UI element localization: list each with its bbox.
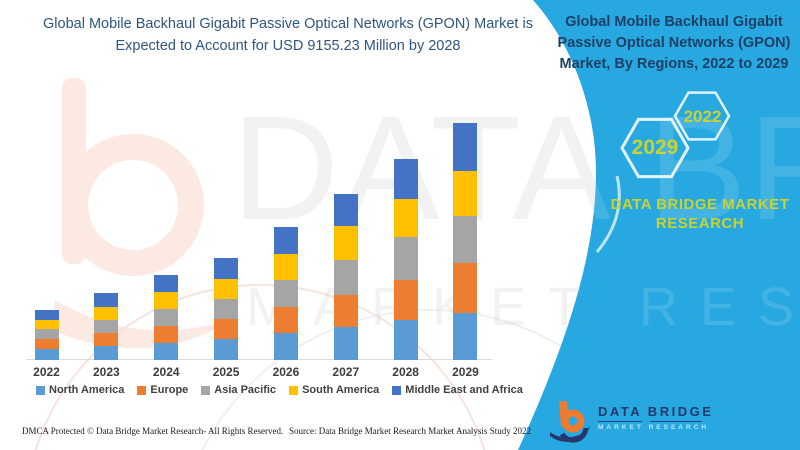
bar-segment-middle-east-and-africa	[333, 194, 358, 226]
x-tick-label-2029: 2029	[452, 365, 479, 379]
legend-item-north-america: North America	[36, 384, 124, 396]
headline-right-line1: Global Mobile Backhaul Gigabit	[565, 14, 783, 30]
bar-segment-asia-pacific	[94, 320, 119, 333]
bar-segment-north-america	[94, 346, 119, 360]
bar-segment-europe	[273, 307, 298, 333]
bar-2024	[154, 275, 179, 360]
dmca-notice: DMCA Protected © Data Bridge Market Rese…	[22, 426, 284, 436]
bar-segment-south-america	[34, 320, 59, 329]
brand-logo: DATA BRIDGE MARKET RESEARCH	[546, 396, 713, 444]
bar-segment-europe	[393, 280, 418, 320]
legend-label-north-america: North America	[49, 384, 125, 396]
bar-segment-asia-pacific	[34, 329, 59, 339]
bar-segment-middle-east-and-africa	[214, 258, 239, 279]
bar-segment-asia-pacific	[453, 216, 478, 263]
bar-segment-north-america	[154, 343, 179, 360]
bar-segment-middle-east-and-africa	[453, 123, 478, 171]
bar-segment-europe	[333, 295, 358, 327]
x-tick-label-2022: 2022	[33, 365, 60, 379]
chart-legend: North America Europe Asia Pacific South Ame…	[36, 384, 523, 396]
bar-segment-north-america	[214, 339, 239, 360]
x-tick-label-2025: 2025	[212, 365, 240, 379]
headline-right-line3: Market, By Regions, 2022 to 2029	[559, 56, 789, 72]
headline-left-line1: Global Mobile Backhaul Gigabit Passive O…	[43, 16, 533, 32]
headline-right-line2: Passive Optical Networks (GPON)	[557, 35, 791, 51]
legend-swatch-middle-east-and-africa	[392, 385, 402, 395]
legend-item-asia-pacific: Asia Pacific	[201, 384, 276, 396]
bar-segment-asia-pacific	[333, 260, 358, 295]
x-axis-line	[26, 359, 492, 360]
bar-segment-asia-pacific	[273, 280, 298, 307]
badge-year-2022: 2022	[683, 107, 722, 126]
badge-year-2029: 2029	[631, 136, 679, 159]
bar-2028	[393, 159, 418, 360]
legend-swatch-south-america	[289, 385, 299, 395]
bar-segment-north-america	[333, 327, 358, 360]
x-tick-label-2026: 2026	[272, 365, 300, 379]
bar-segment-middle-east-and-africa	[393, 159, 418, 199]
bar-segment-middle-east-and-africa	[94, 293, 119, 307]
bar-segment-south-america	[214, 279, 239, 299]
headline-right: Global Mobile Backhaul Gigabit Passive O…	[552, 12, 796, 75]
bar-segment-south-america	[94, 307, 119, 320]
bar-segment-europe	[154, 326, 179, 343]
bar-segment-europe	[214, 319, 239, 339]
bar-2023	[94, 293, 119, 360]
legend-item-europe: Europe	[137, 384, 188, 396]
legend-label-asia-pacific: Asia Pacific	[214, 384, 277, 396]
bar-segment-south-america	[273, 254, 298, 280]
bar-2025	[214, 258, 239, 360]
legend-swatch-europe	[137, 385, 147, 395]
legend-swatch-north-america	[36, 385, 45, 395]
bar-2026	[273, 227, 298, 360]
legend-label-south-america: South America	[302, 384, 380, 396]
bar-segment-middle-east-and-africa	[154, 275, 179, 292]
bar-segment-europe	[34, 339, 59, 349]
bar-segment-south-america	[453, 171, 478, 216]
bar-segment-south-america	[393, 199, 418, 237]
bar-segment-asia-pacific	[154, 309, 179, 326]
bar-segment-south-america	[333, 226, 358, 260]
bar-segment-middle-east-and-africa	[273, 227, 298, 254]
legend-label-middle-east-and-africa: Middle East and Africa	[405, 384, 523, 396]
x-tick-label-2028: 2028	[392, 365, 419, 379]
x-tick-label-2023: 2023	[92, 365, 120, 379]
logo-tagline: MARKET RESEARCH	[598, 424, 710, 431]
bar-segment-asia-pacific	[214, 299, 239, 319]
headline-left: Global Mobile Backhaul Gigabit Passive O…	[28, 13, 548, 57]
data-bridge-logo-icon	[550, 400, 590, 443]
legend-swatch-asia-pacific	[201, 385, 211, 395]
bar-segment-europe	[94, 333, 119, 346]
logo-wordmark: DATA BRIDGE	[598, 404, 714, 419]
brand-name: DATA BRIDGE MARKET RESEARCH	[610, 196, 790, 232]
headline-left-line2: Expected to Account for USD 9155.23 Mill…	[115, 38, 461, 54]
bar-segment-asia-pacific	[393, 237, 418, 280]
source-note: Source: Data Bridge Market Research Mark…	[289, 426, 531, 436]
x-tick-label-2024: 2024	[152, 365, 180, 379]
bar-segment-north-america	[273, 333, 298, 360]
bar-segment-middle-east-and-africa	[34, 310, 59, 320]
bar-2022	[34, 310, 59, 360]
bar-2027	[333, 194, 358, 360]
bar-segment-north-america	[393, 320, 418, 360]
legend-label-europe: Europe	[150, 384, 189, 396]
x-tick-label-2027: 2027	[332, 365, 360, 379]
bar-2029	[453, 123, 478, 360]
logo-divider	[598, 421, 702, 422]
logo-text-block: DATA BRIDGE MARKET RESEARCH	[598, 404, 713, 431]
legend-item-south-america: South America	[289, 384, 379, 396]
legend-item-middle-east-and-africa: Middle East and Africa	[392, 384, 523, 396]
bar-segment-south-america	[154, 292, 179, 309]
bar-segment-north-america	[34, 349, 59, 360]
bar-segment-north-america	[453, 313, 478, 360]
bar-segment-europe	[453, 263, 478, 313]
